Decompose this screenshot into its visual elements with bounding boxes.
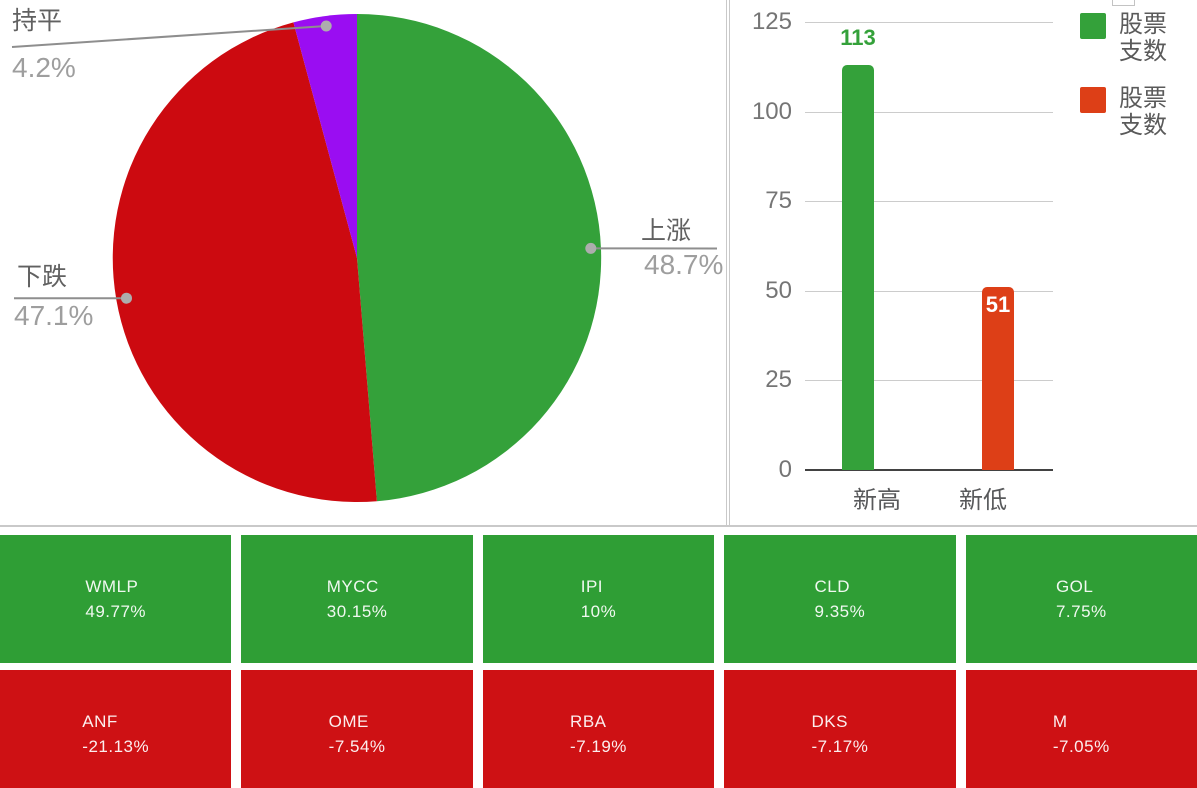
tile-change-pct: -7.19% — [570, 737, 627, 756]
tile-change-pct: 30.15% — [326, 602, 388, 621]
bar-chart-panel: 0 25 50 75 100 125 113 51 新高 新低 股票支数 股票支数 — [730, 0, 1197, 525]
y-tick-label-50: 50 — [765, 276, 792, 304]
horizontal-divider — [0, 525, 1197, 527]
stock-tile-text: DKS -7.17% — [811, 709, 868, 759]
x-axis-line — [805, 469, 1053, 471]
stock-tile-wmlp[interactable]: WMLP 49.77% — [0, 535, 232, 663]
y-tick-label-75: 75 — [765, 187, 792, 215]
pie-callout-dot-down — [121, 292, 132, 304]
tile-change-pct: 7.75% — [1055, 602, 1107, 621]
clipped-legend-swatch-fragment — [1112, 0, 1135, 6]
tile-symbol: IPI — [580, 577, 604, 596]
pie-pct-down: 47.1% — [14, 300, 94, 331]
y-tick-label-100: 100 — [751, 97, 792, 125]
stock-tile-dks[interactable]: DKS -7.17% — [724, 670, 956, 788]
pie-label-up: 上涨 — [641, 217, 692, 245]
pie-callout-dot-up — [585, 242, 597, 254]
grid-line-25 — [805, 380, 1053, 382]
legend-label: 股票支数 — [1119, 11, 1167, 65]
stock-tile-text: M -7.05% — [1053, 709, 1110, 759]
x-axis-label-new-low: 新低 — [959, 487, 1007, 514]
stock-tile-anf[interactable]: ANF -21.13% — [0, 670, 232, 788]
stock-tile-text: RBA -7.19% — [570, 709, 627, 759]
stock-tile-ome[interactable]: OME -7.54% — [241, 670, 473, 788]
pie-slice-up[interactable] — [357, 13, 602, 502]
tile-change-pct: -7.54% — [328, 737, 386, 756]
y-tick-label-125: 125 — [751, 8, 792, 35]
tile-symbol: OME — [328, 712, 369, 731]
pie-slice-down[interactable] — [112, 22, 377, 503]
pie-label-down: 下跌 — [17, 263, 68, 291]
legend-swatch-green-icon — [1080, 13, 1106, 39]
legend-label: 股票支数 — [1119, 85, 1167, 139]
legend-item-new-high-count[interactable]: 股票支数 — [1080, 11, 1173, 65]
legend-item-new-low-count[interactable]: 股票支数 — [1080, 85, 1173, 139]
tile-symbol: MYCC — [326, 577, 379, 596]
stock-tile-text: OME -7.54% — [329, 709, 386, 759]
grid-line-50 — [805, 290, 1053, 292]
tile-symbol: WMLP — [85, 577, 139, 596]
tile-symbol: GOL — [1055, 577, 1094, 596]
pie-slice-flat[interactable] — [293, 13, 357, 258]
stock-tile-text: IPI 10% — [581, 574, 617, 624]
legend-swatch-red-icon — [1080, 87, 1106, 113]
grid-line-125 — [805, 22, 1053, 23]
bar-value-label-113: 113 — [840, 25, 876, 50]
tile-symbol: RBA — [570, 712, 607, 731]
bar-new-high[interactable] — [842, 65, 874, 470]
stock-tile-rba[interactable]: RBA -7.19% — [482, 670, 715, 788]
stock-tile-grid: WMLP 49.77% MYCC 30.15% IPI 10% CLD 9.35% GOL 7.7… — [0, 527, 1197, 788]
pie-callout-line-flat — [11, 25, 327, 48]
stock-tile-gol[interactable]: GOL 7.75% — [965, 535, 1197, 663]
pie-label-flat: 持平 — [12, 7, 63, 35]
pie-callout-dot-flat — [320, 20, 332, 32]
grid-line-100 — [805, 111, 1053, 113]
vertical-divider — [729, 0, 730, 525]
stock-tile-text: WMLP 49.77% — [85, 574, 146, 624]
tile-symbol: DKS — [811, 712, 848, 731]
y-tick-label-25: 25 — [765, 366, 792, 394]
tile-symbol: ANF — [82, 712, 118, 731]
stock-tile-text: ANF -21.13% — [82, 709, 149, 759]
pie-chart — [11, 13, 718, 503]
tile-change-pct: 9.35% — [814, 602, 866, 621]
tile-change-pct: 10% — [580, 602, 617, 621]
stock-tile-mycc[interactable]: MYCC 30.15% — [241, 535, 473, 663]
tile-change-pct: -21.13% — [82, 737, 150, 756]
pie-pct-flat: 4.2% — [12, 52, 76, 83]
stock-tile-m[interactable]: M -7.05% — [965, 670, 1197, 788]
stock-tile-cld[interactable]: CLD 9.35% — [724, 535, 956, 663]
stock-tile-text: GOL 7.75% — [1056, 574, 1107, 624]
grid-line-75 — [805, 201, 1053, 203]
tile-change-pct: -7.05% — [1052, 737, 1110, 756]
pie-chart-panel: 持平 4.2% 上涨 48.7% 下跌 47.1% — [0, 0, 727, 525]
stock-tile-ipi[interactable]: IPI 10% — [482, 535, 715, 663]
stock-tile-text: MYCC 30.15% — [327, 574, 388, 624]
tile-symbol: M — [1052, 712, 1068, 731]
bar-value-label-51: 51 — [985, 292, 1011, 318]
tile-change-pct: -7.17% — [811, 737, 869, 756]
bar-new-low[interactable] — [982, 287, 1014, 470]
tile-change-pct: 49.77% — [85, 602, 147, 621]
x-axis-label-new-high: 新高 — [853, 487, 901, 514]
pie-pct-up: 48.7% — [644, 249, 724, 280]
y-tick-label-0: 0 — [778, 456, 792, 483]
stock-tile-text: CLD 9.35% — [815, 574, 866, 624]
tile-symbol: CLD — [814, 577, 851, 596]
